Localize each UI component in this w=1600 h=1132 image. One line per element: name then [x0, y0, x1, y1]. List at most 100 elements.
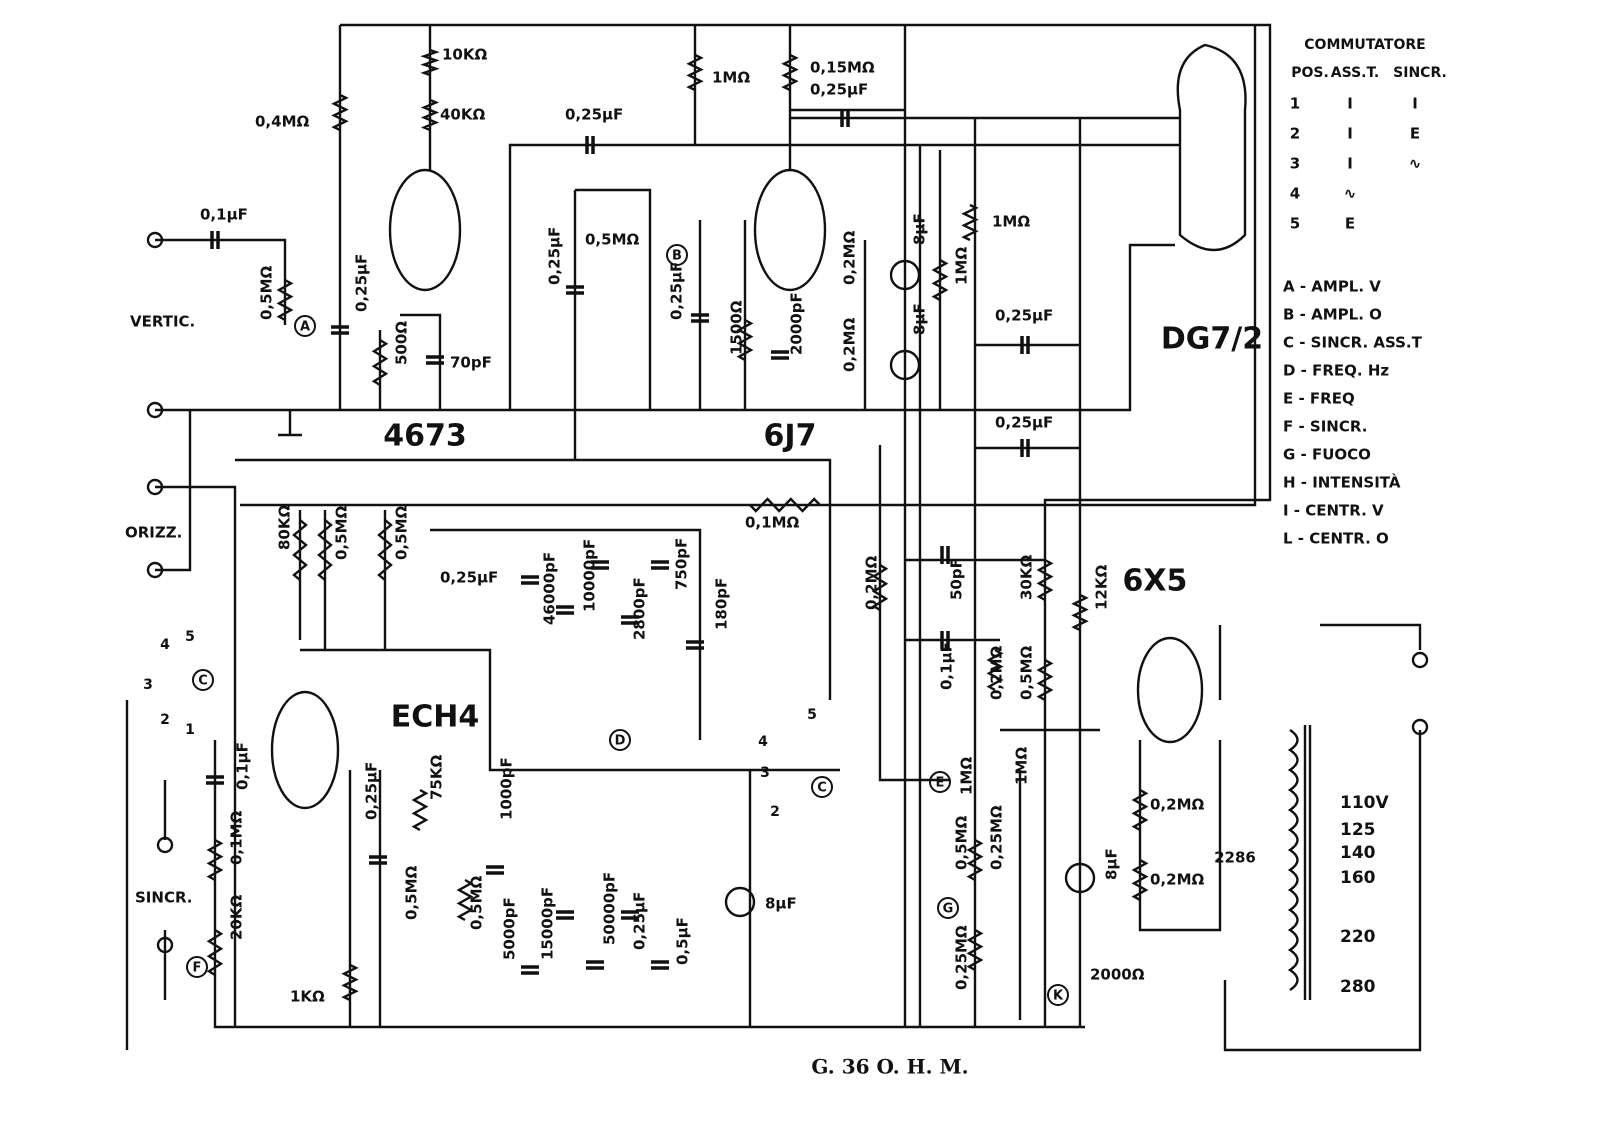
table-cell: 3: [1290, 155, 1300, 173]
component-label: 0,25μF: [995, 307, 1053, 325]
table-cell: 2: [1290, 125, 1300, 143]
component-label: 0,5MΩ: [585, 231, 639, 249]
electrolytic: [1064, 862, 1096, 894]
capacitor: [1020, 439, 1030, 457]
resistor: [1036, 658, 1054, 702]
component-label: 1500Ω: [728, 300, 746, 355]
component-label: 30KΩ: [1018, 555, 1036, 600]
component-label: 1MΩ: [992, 213, 1030, 231]
component-label: 0,1μF: [200, 206, 248, 224]
legend-entry: D - FREQ. Hz: [1283, 362, 1389, 380]
table-cell: ∿: [1344, 185, 1357, 203]
switch-position: 2: [160, 712, 170, 728]
marker-circle: [186, 956, 208, 978]
capacitor: [651, 560, 669, 570]
marker: B: [672, 249, 682, 264]
electrolytic: [724, 886, 756, 918]
legend-entry: A - AMPL. V: [1283, 278, 1381, 296]
legend-entry: B - AMPL. O: [1283, 306, 1382, 324]
capacitor: [586, 960, 604, 970]
table-cell: 4: [1290, 185, 1300, 203]
capacitor: [621, 910, 639, 920]
switch-position: 3: [143, 677, 153, 693]
capacitor: [840, 109, 850, 127]
resistor: [1131, 788, 1149, 832]
component-label: 10000pF: [581, 539, 599, 612]
component-label: 0,25μF: [565, 106, 623, 124]
component-label: 0,25μF: [810, 81, 868, 99]
terminal-label: SINCR.: [135, 889, 192, 907]
table-cell: E: [1410, 125, 1420, 143]
marker: A: [300, 320, 310, 335]
marker-circle: [811, 776, 833, 798]
tube-label: 4673: [383, 419, 467, 454]
component-label: 500Ω: [393, 321, 411, 365]
resistor: [276, 278, 294, 322]
component-label: 0,5MΩ: [258, 266, 276, 320]
tap-label: 280: [1340, 977, 1376, 997]
component-label: 0,1MΩ: [745, 514, 799, 532]
marker: E: [936, 776, 945, 791]
resistor: [966, 928, 984, 972]
component-label: 0,5MΩ: [403, 866, 421, 920]
marker: F: [193, 961, 202, 976]
capacitor: [591, 560, 609, 570]
component-label: 20KΩ: [228, 895, 246, 940]
component-label: 0,25MΩ: [988, 805, 1006, 870]
capacitor: [331, 325, 349, 335]
resistor: [1036, 558, 1054, 602]
resistor: [377, 519, 393, 581]
legend-entry: H - INTENSITÀ: [1283, 473, 1401, 492]
component-label: 0,25μF: [353, 254, 371, 312]
component-label: 1KΩ: [290, 988, 325, 1006]
component-label: 0,5MΩ: [393, 506, 411, 560]
resistor: [781, 53, 799, 92]
resistor: [966, 838, 984, 882]
component-label: 0,2MΩ: [988, 646, 1006, 700]
component-label: 0,25μF: [546, 227, 564, 285]
legend-entry: E - FREQ: [1283, 390, 1355, 408]
resistor: [420, 98, 440, 132]
component-label: 0,1μF: [234, 742, 252, 790]
capacitor: [691, 313, 709, 323]
legend-entry: F - SINCR.: [1283, 418, 1367, 436]
component-label: 2000Ω: [1090, 966, 1145, 984]
tube-label: 6X5: [1123, 564, 1188, 599]
table-title: COMMUTATORE: [1304, 37, 1425, 53]
table-header: ASS.T.: [1331, 65, 1379, 81]
tube-envelopes: [146, 43, 1429, 1000]
resistor: [1131, 858, 1149, 902]
resistor: [931, 258, 949, 302]
marker-circle: [294, 315, 316, 337]
electrolytic: [889, 349, 921, 381]
marker: K: [1053, 989, 1064, 1004]
capacitor: [556, 605, 574, 615]
component-label: 40KΩ: [440, 106, 485, 124]
component-label: 15000pF: [539, 887, 557, 960]
resistor: [686, 53, 704, 92]
component-label: 0,25μF: [363, 762, 381, 820]
table-cell: I: [1412, 95, 1418, 113]
component-label: 0,5MΩ: [953, 816, 971, 870]
component-label: 5000pF: [501, 897, 519, 960]
tap-label: 160: [1340, 868, 1376, 888]
resistor: [411, 788, 429, 832]
marker: C: [817, 781, 827, 796]
marker: C: [198, 674, 208, 689]
legend-entry: G - FUOCO: [1283, 446, 1371, 464]
switch-position: 4: [160, 637, 170, 653]
component-label: 0,25MΩ: [953, 925, 971, 990]
component-label: 0,25μF: [668, 262, 686, 320]
capacitor: [206, 775, 224, 785]
component-label: 0,1MΩ: [228, 811, 246, 865]
tap-label: 125: [1340, 820, 1376, 840]
switch-position: 3: [760, 765, 770, 781]
resistor: [206, 838, 224, 882]
component-label: 750pF: [673, 538, 691, 590]
resistor: [331, 93, 349, 132]
table-header: SINCR.: [1393, 65, 1447, 81]
component-label: 75KΩ: [428, 755, 446, 800]
switch-position: 1: [185, 722, 195, 738]
component-label: 12KΩ: [1093, 565, 1111, 610]
